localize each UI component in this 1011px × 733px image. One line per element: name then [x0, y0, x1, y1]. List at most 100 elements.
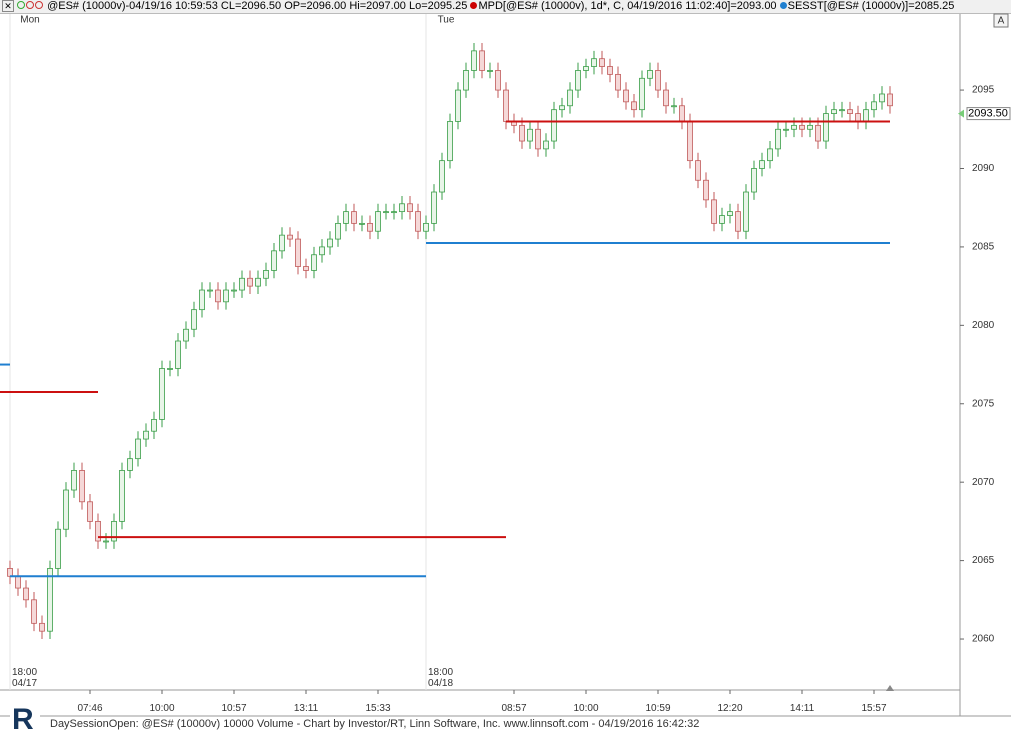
candle-body: [135, 438, 141, 460]
candle-body: [215, 289, 221, 303]
candle-body: [607, 66, 613, 75]
candle-body: [535, 128, 541, 150]
candle-body: [327, 238, 333, 248]
x-tick-label: 10:00: [149, 703, 174, 714]
candle-body: [743, 191, 749, 232]
x-tick-label: 10:00: [573, 703, 598, 714]
auto-button[interactable]: [993, 13, 1009, 28]
x-tick-label: 15:33: [365, 703, 390, 714]
session-time: 18:00: [428, 667, 453, 678]
candle-body: [407, 203, 413, 213]
candle-body: [719, 215, 725, 224]
day-label: Mon: [20, 15, 39, 26]
auto-button-label: A: [998, 16, 1005, 27]
candle-body: [519, 124, 525, 142]
last-price-box: [966, 107, 1011, 121]
candle-body: [71, 470, 77, 491]
candle-body: [751, 168, 757, 193]
x-tick-label: 10:59: [645, 703, 670, 714]
candle-body: [663, 89, 669, 107]
candle-body: [871, 101, 877, 111]
y-tick-label: 2095: [972, 85, 995, 96]
candle-body: [799, 124, 805, 130]
y-tick-label: 2080: [972, 320, 995, 331]
candle-body: [679, 105, 685, 122]
candle-body: [431, 191, 437, 224]
candle-body: [527, 128, 533, 142]
candle-body: [775, 128, 781, 150]
mpd-info: MPD[@ES# (10000v), 1d*, C, 04/19/2016 11…: [478, 0, 777, 12]
candle-body: [551, 109, 557, 142]
candle-body: [111, 520, 117, 542]
candle-body: [103, 540, 109, 543]
candle-body: [543, 140, 549, 150]
candle-body: [567, 89, 573, 107]
candle-body: [119, 470, 125, 522]
y-tick-label: 2070: [972, 477, 995, 488]
candle-body: [647, 70, 653, 79]
candle-body: [143, 430, 149, 440]
candle-body: [839, 109, 845, 112]
candle-body: [319, 246, 325, 256]
candle-body: [183, 328, 189, 342]
candle-body: [463, 70, 469, 91]
y-tick-label: 2075: [972, 398, 995, 409]
x-tick-label: 10:57: [221, 703, 246, 714]
candle-body: [343, 211, 349, 224]
candle-body: [303, 266, 309, 271]
candle-body: [447, 121, 453, 162]
candle-body: [583, 66, 589, 71]
candle-body: [863, 109, 869, 122]
session-time: 18:00: [12, 667, 37, 678]
candle-body: [455, 89, 461, 122]
candle-body: [495, 70, 501, 91]
candle-body: [79, 470, 85, 503]
session-date: 04/17: [12, 678, 37, 689]
logo-bg: [10, 700, 40, 730]
candle-body: [695, 160, 701, 181]
candle-body: [639, 77, 645, 111]
candle-body: [295, 238, 301, 267]
candle-body: [175, 340, 181, 369]
candle-body: [479, 50, 485, 71]
y-tick-label: 2090: [972, 163, 995, 174]
candle-body: [767, 148, 773, 162]
candle-body: [367, 222, 373, 232]
candle-body: [383, 211, 389, 214]
close-button[interactable]: ✕: [2, 0, 14, 12]
candle-body: [287, 234, 293, 240]
candle-body: [15, 575, 21, 589]
icon: [35, 1, 43, 9]
candle-body: [415, 211, 421, 232]
candle-body: [151, 419, 157, 432]
candle-body: [159, 368, 165, 420]
candle-body: [351, 211, 357, 224]
candle-body: [559, 105, 565, 111]
last-price-pointer: [958, 109, 964, 118]
candle-body: [167, 368, 173, 370]
candle-body: [279, 234, 285, 252]
candle-body: [311, 254, 317, 271]
candle-body: [423, 222, 429, 232]
candle-body: [815, 124, 821, 142]
candle-body: [615, 73, 621, 91]
candle-body: [831, 109, 837, 114]
candle-body: [255, 277, 261, 287]
x-tick-label: 12:20: [717, 703, 742, 714]
candle-body: [687, 121, 693, 162]
scroll-marker: [886, 685, 894, 691]
logo-letter: R: [12, 703, 34, 733]
legend-dot: [470, 2, 478, 9]
candle-body: [127, 458, 133, 471]
candle-body: [55, 528, 61, 569]
candle-body: [575, 70, 581, 91]
candle-body: [359, 222, 365, 225]
y-tick-label: 2085: [972, 242, 995, 253]
candle-body: [879, 93, 885, 103]
x-tick-label: 07:46: [77, 703, 102, 714]
candle-body: [591, 58, 597, 67]
candle-body: [63, 489, 69, 530]
candle-body: [711, 199, 717, 224]
